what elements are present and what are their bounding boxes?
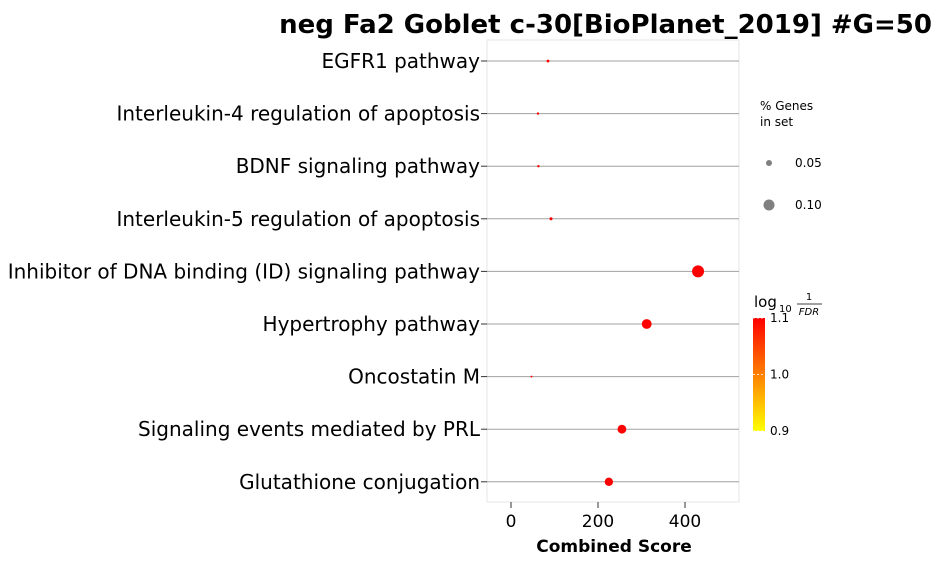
data-point	[617, 424, 627, 434]
color-legend-title: log	[754, 293, 777, 311]
color-legend-title-subscript: 10	[779, 304, 792, 315]
category-label: BDNF signaling pathway	[236, 154, 480, 178]
size-legend-title-line2: in set	[760, 115, 793, 129]
category-label: Hypertrophy pathway	[263, 312, 481, 336]
category-label: Interleukin-5 regulation of apoptosis	[116, 207, 480, 231]
category-labels: EGFR1 pathway Interleukin-4 regulation of…	[8, 49, 481, 494]
data-point	[692, 265, 705, 278]
size-legend-marker	[763, 199, 775, 211]
data-point	[530, 375, 533, 378]
size-legend: % Genes in set 0.05 0.10	[760, 99, 822, 212]
x-axis-label: Combined Score	[536, 537, 692, 557]
category-label: EGFR1 pathway	[321, 49, 480, 73]
chart-title: neg Fa2 Goblet c-30[BioPlanet_2019] #G=5…	[279, 10, 932, 40]
data-point	[549, 217, 553, 221]
size-legend-label: 0.05	[795, 156, 822, 170]
color-legend-fraction-numerator: 1	[806, 292, 812, 303]
size-legend-label: 0.10	[795, 198, 822, 212]
category-label: Oncostatin M	[348, 365, 480, 389]
category-label: Inhibitor of DNA binding (ID) signaling …	[8, 259, 480, 283]
color-legend: log 10 1 FDR 1.1 1.0 0.9	[753, 292, 822, 438]
x-tick-label: 200	[582, 512, 614, 532]
size-legend-marker	[766, 160, 772, 166]
data-point	[537, 164, 540, 168]
x-tick-label: 400	[669, 512, 701, 532]
data-point	[536, 112, 540, 115]
color-legend-fraction-denominator: FDR	[799, 307, 819, 318]
data-point	[546, 59, 550, 63]
category-label: Glutathione conjugation	[239, 470, 480, 494]
colorbar-tick-label: 1.0	[770, 368, 789, 382]
colorbar-tick-label: 0.9	[770, 424, 789, 438]
x-tick-label: 0	[506, 512, 517, 532]
colorbar-tick-label: 1.1	[770, 311, 789, 325]
size-legend-title-line1: % Genes	[760, 99, 813, 113]
data-points	[530, 59, 705, 486]
category-label: Signaling events mediated by PRL	[138, 417, 481, 441]
data-point	[604, 477, 614, 486]
category-label: Interleukin-4 regulation of apoptosis	[116, 102, 480, 126]
x-axis-ticks: 0 200 400	[506, 502, 701, 532]
data-point	[641, 319, 652, 329]
